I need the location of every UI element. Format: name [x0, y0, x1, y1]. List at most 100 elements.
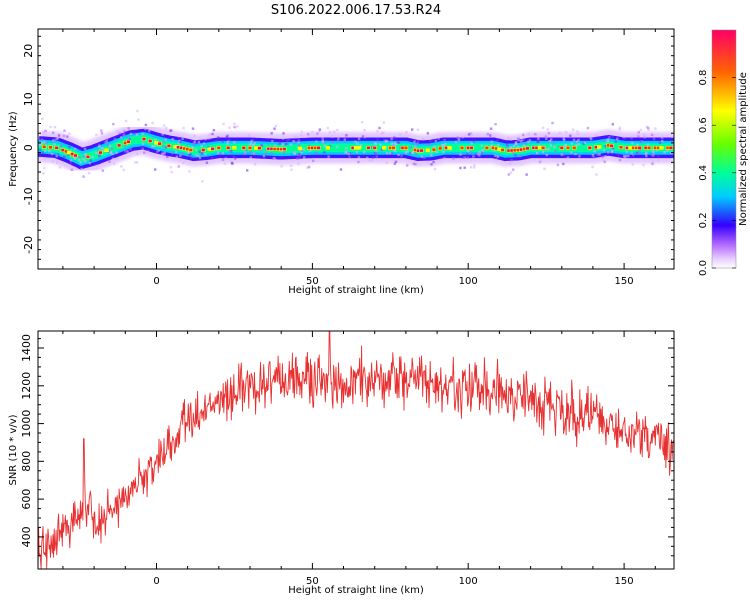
spectrogram-speckle-cell	[250, 139, 254, 143]
spectrogram-speckle-cell	[198, 137, 202, 141]
spectrogram-speckle-cell	[394, 149, 397, 152]
spectrogram-speckle-cell	[604, 145, 607, 148]
spectrogram-speckle-cell	[635, 151, 639, 154]
spectrogram-core-red	[182, 147, 187, 150]
spectrogram-speckle-cell	[570, 151, 573, 154]
spectrogram-speckle-cell	[569, 134, 572, 137]
spectrogram-speckle-cell	[486, 132, 489, 136]
spectrogram-speckle-cell	[175, 155, 178, 158]
spectrogram-core-red	[669, 146, 673, 150]
spectrogram-speckle-cell	[508, 162, 511, 165]
spectrogram-speckle-cell	[481, 148, 484, 152]
spectrogram-speckle-cell	[547, 148, 550, 151]
spectrogram-speckle-cell	[83, 147, 87, 151]
spectrogram-speckle-cell	[470, 151, 473, 154]
spectrogram-speckle-cell	[122, 128, 125, 132]
spectrogram-speckle-cell	[280, 165, 283, 168]
spectrogram-speckle-cell	[211, 157, 214, 160]
spectrogram-speckle-cell	[297, 162, 300, 166]
spectrogram-speckle-cell	[506, 145, 509, 148]
spectrogram-speckle-cell	[311, 131, 314, 134]
spectrogram-speckle-cell	[221, 158, 225, 161]
spectrogram-speckle-cell	[122, 168, 125, 172]
spectrogram-speckle-cell	[212, 129, 216, 132]
spectrogram-speckle-cell	[606, 138, 610, 141]
spectrogram-speckle-cell	[380, 131, 384, 134]
spectrogram-speckle-cell	[591, 165, 594, 169]
spectrogram-speckle-cell	[663, 151, 666, 154]
spectrogram-speckle-cell	[643, 133, 646, 136]
spectrogram-core-yellow	[537, 146, 543, 150]
spectrogram-speckle-cell	[297, 141, 300, 144]
spectrogram-speckle-cell	[113, 137, 117, 141]
spectrogram-speckle-cell	[273, 127, 276, 130]
spectrogram-speckle-cell	[616, 153, 620, 156]
spectrogram-speckle-cell	[55, 155, 58, 158]
spectrogram-speckle-cell	[165, 127, 168, 130]
spectrogram-speckle-cell	[603, 139, 606, 143]
spectrogram-speckle-cell	[524, 142, 527, 145]
spectrogram-speckle-cell	[120, 136, 123, 139]
spectrogram-core-yellow	[104, 148, 109, 152]
spectrogram-speckle-cell	[441, 144, 444, 147]
spectrogram-speckle-cell	[578, 155, 581, 158]
spectrogram-speckle-cell	[111, 152, 114, 156]
spectrogram-speckle-cell	[478, 154, 481, 157]
spectrogram-speckle-cell	[370, 159, 373, 162]
spectrogram-speckle-cell	[477, 152, 480, 156]
spectrogram-core-red	[64, 150, 68, 153]
spectrogram-core-red	[401, 146, 405, 150]
spectrogram-speckle-cell	[194, 148, 198, 151]
spectrogram-speckle-cell	[281, 137, 285, 140]
spectrogram-speckle-cell	[166, 155, 169, 158]
spectrogram-speckle-cell	[420, 155, 423, 158]
spectrogram-speckle-cell	[105, 138, 109, 141]
spectrogram-speckle-cell	[661, 139, 664, 143]
spectrogram-speckle-cell	[639, 140, 643, 143]
spectrogram-speckle-cell	[100, 129, 103, 132]
spectrogram-speckle-cell	[226, 142, 229, 145]
spectrogram-speckle-cell	[548, 140, 552, 143]
spectrogram-speckle-cell	[42, 131, 45, 134]
spectrogram-speckle-cell	[547, 131, 551, 135]
spectrogram-core-yellow	[154, 141, 159, 145]
spectrogram-core-red	[606, 144, 611, 147]
spectrogram-speckle-cell	[594, 134, 597, 137]
spectrogram-speckle-cell	[399, 133, 402, 136]
spectrogram-core-red	[419, 149, 424, 152]
spectrogram-core-red	[460, 146, 464, 150]
spectrogram-speckle-cell	[286, 139, 289, 142]
spectrogram-speckle-cell	[375, 155, 378, 158]
spectrogram-speckle-cell	[63, 155, 66, 158]
spectrogram-speckle-cell	[602, 149, 606, 152]
spectrogram-speckle-cell	[454, 140, 458, 144]
colorbar-gradient	[712, 30, 736, 268]
spectrogram-speckle-cell	[200, 144, 203, 147]
y-tick-label: 10	[22, 92, 35, 106]
spectrogram-speckle-cell	[101, 169, 104, 172]
spectrogram-speckle-cell	[101, 147, 104, 150]
spectrogram-speckle-cell	[107, 150, 111, 153]
spectrogram-speckle-cell	[216, 151, 220, 154]
colorbar-tick-label: 0.4	[698, 165, 709, 181]
spectrogram-frame	[37, 28, 675, 270]
spectrogram-speckle-cell	[563, 145, 566, 149]
spectrogram-speckle-cell	[489, 127, 493, 130]
spectrogram-speckle-cell	[382, 121, 385, 124]
spectrogram-speckle-cell	[335, 145, 339, 149]
spectrogram-speckle-cell	[577, 138, 580, 142]
spectrogram-speckle-cell	[522, 133, 525, 137]
spectrogram-speckle-cell	[249, 141, 252, 145]
spectrogram-speckle-cell	[161, 133, 164, 136]
spectrogram-core-yellow	[628, 146, 633, 150]
spectrogram-speckle-cell	[339, 168, 343, 171]
spectrogram-speckle-cell	[432, 160, 435, 164]
spectrogram-core-yellow	[356, 146, 362, 150]
spectrogram-speckle-cell	[583, 141, 587, 145]
spectrogram-speckle-cell	[480, 144, 483, 147]
spectrogram-speckle-cell	[182, 126, 185, 130]
spectrogram-speckle-cell	[70, 168, 74, 171]
spectrogram-speckle-cell	[518, 154, 522, 158]
spectrogram-core-red	[413, 148, 417, 152]
